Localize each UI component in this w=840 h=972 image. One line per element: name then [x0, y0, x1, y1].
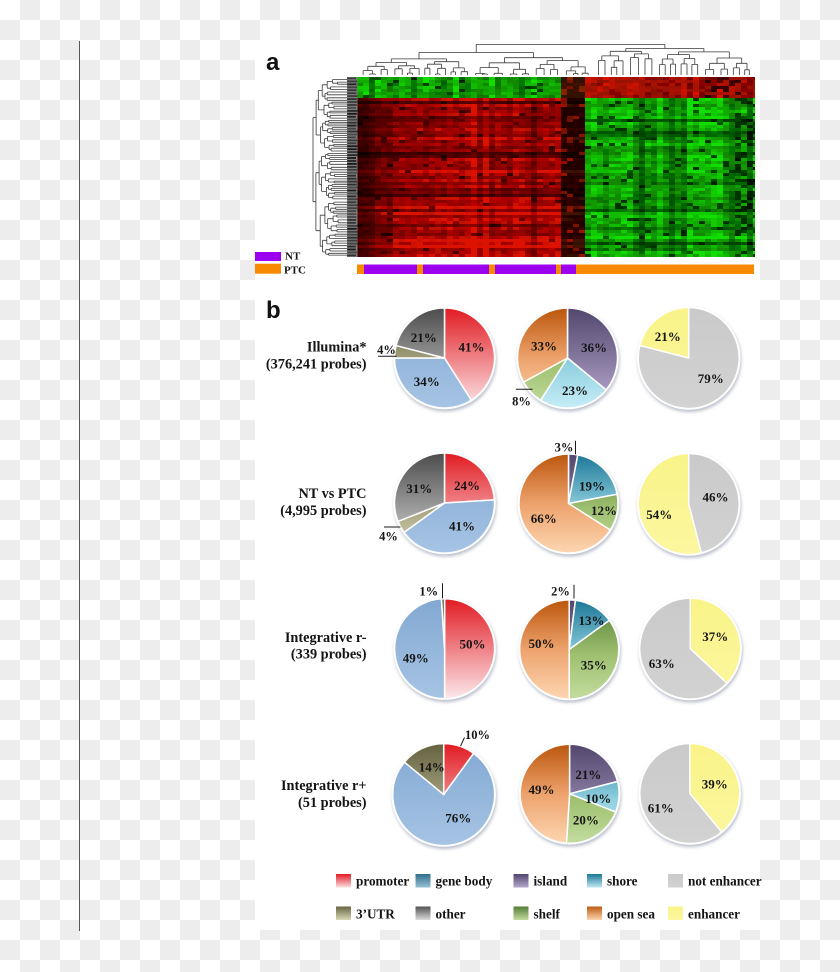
svg-text:NT vs PTC: NT vs PTC	[298, 486, 366, 502]
svg-text:49%: 49%	[403, 651, 429, 666]
svg-text:79%: 79%	[698, 371, 724, 386]
svg-text:61%: 61%	[648, 801, 674, 816]
svg-text:Illumina*: Illumina*	[307, 340, 367, 356]
svg-text:4%: 4%	[377, 343, 396, 357]
svg-text:PTC: PTC	[284, 265, 306, 277]
svg-text:54%: 54%	[646, 507, 672, 522]
svg-text:8%: 8%	[512, 395, 531, 409]
svg-text:39%: 39%	[702, 777, 728, 792]
svg-text:21%: 21%	[575, 767, 601, 782]
svg-text:3%: 3%	[555, 441, 574, 455]
svg-text:34%: 34%	[414, 374, 440, 389]
svg-text:2%: 2%	[551, 585, 570, 599]
svg-text:19%: 19%	[579, 479, 605, 494]
svg-text:a: a	[266, 49, 280, 76]
svg-text:49%: 49%	[529, 782, 555, 797]
svg-text:12%: 12%	[591, 503, 617, 518]
svg-text:10%: 10%	[465, 728, 490, 742]
svg-text:33%: 33%	[531, 339, 557, 354]
svg-text:21%: 21%	[655, 329, 681, 344]
svg-text:other: other	[436, 907, 466, 922]
svg-text:21%: 21%	[411, 330, 437, 345]
svg-text:46%: 46%	[703, 490, 729, 505]
svg-text:b: b	[266, 297, 281, 324]
svg-text:NT: NT	[285, 251, 301, 263]
svg-text:41%: 41%	[459, 340, 485, 355]
svg-text:shelf: shelf	[534, 907, 561, 922]
svg-text:23%: 23%	[562, 383, 588, 398]
svg-text:37%: 37%	[702, 629, 728, 644]
svg-text:(376,241 probes): (376,241 probes)	[266, 357, 367, 373]
svg-text:1%: 1%	[419, 585, 438, 599]
svg-text:13%: 13%	[579, 613, 605, 628]
svg-text:Integrative r-: Integrative r-	[285, 630, 367, 646]
svg-text:63%: 63%	[649, 656, 675, 671]
svg-text:35%: 35%	[581, 658, 607, 673]
svg-text:24%: 24%	[454, 478, 480, 493]
svg-text:36%: 36%	[581, 340, 607, 355]
svg-text:10%: 10%	[585, 791, 611, 806]
svg-text:76%: 76%	[445, 811, 471, 826]
svg-text:66%: 66%	[531, 511, 557, 526]
svg-text:50%: 50%	[529, 636, 555, 651]
svg-text:promoter: promoter	[356, 874, 409, 889]
svg-text:(4,995 probes): (4,995 probes)	[280, 503, 367, 519]
svg-text:(51 probes): (51 probes)	[298, 795, 367, 811]
svg-text:not enhancer: not enhancer	[688, 874, 762, 889]
svg-text:31%: 31%	[406, 481, 432, 496]
svg-text:enhancer: enhancer	[688, 907, 740, 922]
svg-text:14%: 14%	[419, 760, 445, 775]
svg-text:gene body: gene body	[436, 874, 493, 889]
svg-text:open sea: open sea	[607, 907, 655, 922]
svg-text:50%: 50%	[460, 637, 486, 652]
svg-text:island: island	[534, 874, 568, 889]
svg-text:shore: shore	[607, 874, 638, 889]
svg-text:3’UTR: 3’UTR	[356, 907, 395, 922]
svg-text:4%: 4%	[379, 530, 398, 544]
svg-text:Integrative r+: Integrative r+	[281, 778, 367, 794]
svg-text:20%: 20%	[573, 813, 599, 828]
svg-text:41%: 41%	[449, 519, 475, 534]
svg-text:(339 probes): (339 probes)	[291, 647, 367, 663]
